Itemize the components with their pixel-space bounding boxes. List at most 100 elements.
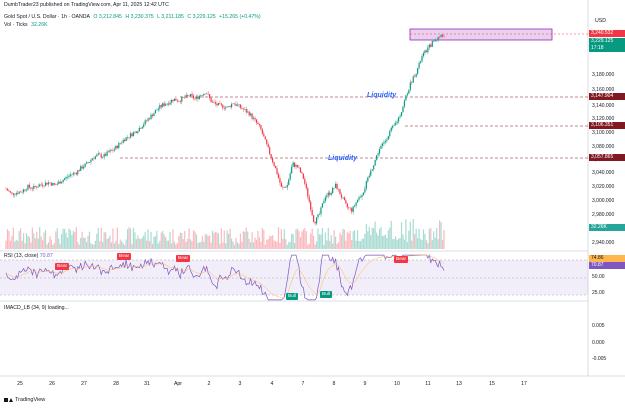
time-axis-label: 31 bbox=[144, 381, 150, 387]
candle-body bbox=[214, 102, 217, 104]
liquidity-label-lower: Liquidity bbox=[328, 155, 358, 162]
volume-bar bbox=[301, 231, 303, 249]
candle-body bbox=[178, 101, 180, 102]
candle-body bbox=[71, 174, 73, 175]
volume-bar bbox=[273, 240, 275, 249]
rsi-band bbox=[0, 260, 588, 295]
candle-body bbox=[332, 187, 334, 194]
candle-body bbox=[184, 97, 186, 98]
volume-bar bbox=[187, 238, 189, 249]
volume-bar bbox=[340, 234, 343, 249]
candle-body bbox=[226, 106, 228, 108]
candle-body bbox=[168, 103, 170, 105]
volume-bar bbox=[405, 219, 407, 249]
candle-body bbox=[437, 37, 439, 41]
candle-body bbox=[80, 166, 82, 171]
candle-body bbox=[267, 144, 269, 148]
price-tag-zone-high: 3,240.532 bbox=[589, 30, 625, 37]
volume-bar bbox=[280, 229, 282, 249]
volume-bar bbox=[43, 232, 45, 249]
volume-bar bbox=[332, 243, 334, 249]
candle-body bbox=[330, 193, 332, 195]
candle-body bbox=[204, 93, 206, 95]
volume-bar bbox=[373, 228, 375, 249]
candle-body bbox=[342, 197, 344, 198]
candle-body bbox=[362, 192, 365, 196]
candle-body bbox=[428, 44, 430, 48]
candle-body bbox=[399, 116, 401, 118]
candle-body bbox=[53, 183, 55, 185]
volume-bar bbox=[156, 230, 158, 249]
candle-body bbox=[263, 133, 265, 137]
volume-bar bbox=[333, 230, 335, 249]
candle-body bbox=[50, 182, 53, 186]
volume-bar bbox=[377, 235, 379, 249]
volume-bar bbox=[424, 233, 426, 249]
time-axis-label: 4 bbox=[270, 381, 274, 387]
volume-bar bbox=[30, 242, 32, 249]
volume-bar bbox=[131, 243, 133, 249]
candle-body bbox=[409, 82, 411, 90]
symbol-legend[interactable]: Gold Spot / U.S. Dollar · 1h · OANDA O 3… bbox=[4, 14, 263, 20]
rsi-axis-25: 25.00 bbox=[592, 290, 605, 296]
volume-bar bbox=[129, 228, 132, 249]
symbol-name[interactable]: Gold Spot / U.S. Dollar · 1h · OANDA bbox=[4, 14, 90, 20]
volume-bar bbox=[371, 227, 373, 249]
candle-body bbox=[317, 214, 319, 218]
candle-body bbox=[201, 95, 203, 96]
volume-bar bbox=[176, 242, 178, 249]
candle-body bbox=[131, 133, 133, 137]
candle-body bbox=[361, 195, 363, 198]
candle-body bbox=[30, 187, 32, 189]
candle-body bbox=[343, 197, 345, 201]
price-tag-3057: 3,057.865 bbox=[589, 154, 625, 161]
volume-bar bbox=[399, 237, 401, 249]
volume-bar bbox=[141, 237, 143, 249]
volume-bar bbox=[419, 239, 422, 249]
volume-bar bbox=[386, 237, 388, 249]
rsi-legend[interactable]: RSI (13, close) 70.87 bbox=[4, 253, 53, 259]
volume-bar bbox=[157, 243, 159, 249]
candle-body bbox=[434, 40, 436, 42]
candle-body bbox=[87, 162, 89, 163]
time-axis-label: 26 bbox=[49, 381, 55, 387]
candle-body bbox=[83, 166, 85, 169]
volume-bar bbox=[110, 242, 113, 249]
candle-body bbox=[154, 110, 157, 114]
volume-bar bbox=[324, 232, 326, 249]
volume-bar bbox=[254, 237, 256, 249]
volume-bar bbox=[28, 237, 31, 249]
volume-bar bbox=[105, 232, 107, 249]
volume-bar bbox=[189, 239, 192, 249]
volume-bar bbox=[122, 243, 124, 249]
volume-bar bbox=[390, 220, 392, 249]
price-tag-3147: 3,147.904 bbox=[589, 93, 625, 100]
volume-bar bbox=[245, 227, 247, 249]
volume-bar bbox=[389, 227, 391, 249]
volume-bar bbox=[84, 237, 86, 249]
candle-body bbox=[235, 104, 237, 106]
candle-body bbox=[181, 97, 183, 102]
candle-body bbox=[364, 188, 366, 193]
candle-body bbox=[84, 163, 86, 167]
volume-bar bbox=[56, 228, 58, 249]
volume-bar bbox=[359, 241, 362, 249]
volume-legend[interactable]: Vol · Ticks 32.26K bbox=[4, 22, 50, 28]
ohlc-high: H 3,230.375 bbox=[125, 14, 154, 20]
volume-bar bbox=[169, 231, 171, 249]
macd-legend[interactable]: IMACD_LB (34, 9) loading... bbox=[4, 305, 69, 311]
volume-bar bbox=[132, 227, 135, 249]
volume-bar bbox=[63, 228, 66, 249]
volume-bar bbox=[351, 240, 353, 249]
candle-body bbox=[134, 131, 136, 133]
macd-axis-negative: -0.005 bbox=[592, 356, 607, 362]
currency-label[interactable]: USD bbox=[595, 18, 606, 24]
volume-value: 32.26K bbox=[31, 22, 48, 28]
candle-body bbox=[170, 99, 173, 103]
candle-body bbox=[125, 137, 127, 142]
volume-bar bbox=[12, 227, 14, 249]
candle-body bbox=[351, 208, 353, 212]
candle-body bbox=[414, 76, 416, 78]
candle-body bbox=[418, 62, 420, 69]
